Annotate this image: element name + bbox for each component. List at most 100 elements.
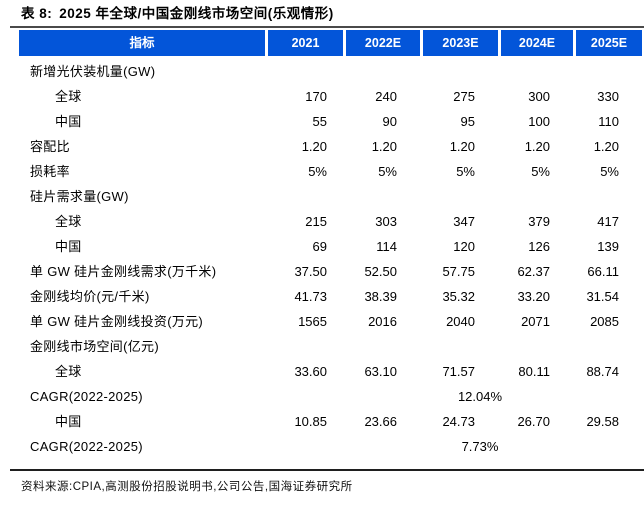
table-bottom-divider [10, 469, 644, 471]
cell-value: 23.66 [364, 414, 397, 429]
cell-value: 215 [305, 214, 327, 229]
data-table: 指标 2021 2022E 2023E 2024E 2025E 新增光伏装机量(GW) 全球… [19, 30, 642, 459]
cell-value: 55 [312, 114, 327, 129]
table-row: 中国 10.85 23.66 24.73 26.70 29.58 [19, 409, 642, 434]
column-header-2021: 2021 [265, 30, 343, 56]
cell-value: 62.37 [517, 264, 550, 279]
row-label: 金刚线市场空间(亿元) [30, 339, 159, 354]
cell-value: 379 [528, 214, 550, 229]
table-number: 表 8: [21, 6, 53, 21]
cell-value: 1565 [298, 314, 327, 329]
cell-value: 66.11 [587, 264, 619, 279]
column-header-2025e: 2025E [573, 30, 642, 56]
cell-value: 41.73 [294, 289, 327, 304]
row-label: 中国 [55, 239, 82, 254]
table-row: 容配比 1.20 1.20 1.20 1.20 1.20 [19, 134, 642, 159]
cell-empty [268, 434, 343, 459]
cell-empty [343, 59, 420, 84]
table-row: 中国 69 114 120 126 139 [19, 234, 642, 259]
row-label: 单 GW 硅片金刚线投资(万元) [30, 314, 204, 329]
cell-value: 1.20 [449, 139, 475, 154]
row-label: CAGR(2022-2025) [30, 389, 143, 404]
column-header-2022e: 2022E [343, 30, 420, 56]
table-row: 全球 215 303 347 379 417 [19, 209, 642, 234]
cell-value: 2071 [521, 314, 550, 329]
cagr-merged-value: 7.73% [461, 439, 499, 454]
cell-value: 63.10 [364, 364, 397, 379]
table-body: 新增光伏装机量(GW) 全球 170 240 275 300 330 中国 55 90 95 100 1… [19, 59, 642, 459]
cell-value: 69 [312, 239, 327, 254]
table-row: 损耗率 5% 5% 5% 5% 5% [19, 159, 642, 184]
table-row: 全球 170 240 275 300 330 [19, 84, 642, 109]
column-header-indicator: 指标 [19, 30, 265, 56]
cell-empty [343, 184, 420, 209]
row-label: 新增光伏装机量(GW) [30, 64, 156, 79]
cell-empty [573, 59, 642, 84]
table-row: 单 GW 硅片金刚线需求(万千米) 37.50 52.50 57.75 62.37 66.… [19, 259, 642, 284]
column-header-2023e: 2023E [420, 30, 498, 56]
row-label: 金刚线均价(元/千米) [30, 289, 150, 304]
cell-value: 38.39 [364, 289, 397, 304]
cell-value: 33.60 [294, 364, 327, 379]
cell-value: 275 [453, 89, 475, 104]
row-label: 容配比 [30, 139, 70, 154]
cell-value: 303 [375, 214, 397, 229]
cell-empty [268, 334, 343, 359]
cell-value: 417 [597, 214, 619, 229]
cell-value: 170 [305, 89, 327, 104]
cell-value: 100 [528, 114, 550, 129]
cell-value: 1.20 [371, 139, 397, 154]
cell-value: 26.70 [517, 414, 550, 429]
cell-value: 347 [453, 214, 475, 229]
cagr-merged-value: 12.04% [457, 389, 503, 404]
table-title: 表 8: 2025 年全球/中国金刚线市场空间(乐观情形) [21, 5, 644, 23]
cell-value: 24.73 [442, 414, 475, 429]
cell-value: 31.54 [586, 289, 619, 304]
cell-value: 139 [597, 239, 619, 254]
cell-value: 5% [531, 164, 550, 179]
cell-value: 71.57 [442, 364, 475, 379]
row-label: 全球 [55, 364, 82, 379]
cell-empty [268, 184, 343, 209]
column-header-2024e: 2024E [498, 30, 573, 56]
cell-value: 33.20 [517, 289, 550, 304]
report-table-page: 表 8: 2025 年全球/中国金刚线市场空间(乐观情形) 指标 2021 2022E… [0, 5, 644, 494]
row-label: 中国 [55, 414, 82, 429]
cell-value: 120 [453, 239, 475, 254]
table-row: 金刚线市场空间(亿元) [19, 334, 642, 359]
cell-empty [268, 384, 343, 409]
cell-value: 10.85 [294, 414, 327, 429]
cell-value: 95 [460, 114, 475, 129]
table-row: 金刚线均价(元/千米) 41.73 38.39 35.32 33.20 31.54 [19, 284, 642, 309]
cell-value: 5% [456, 164, 475, 179]
cell-value: 2016 [368, 314, 397, 329]
cell-value: 5% [308, 164, 327, 179]
cell-value: 37.50 [294, 264, 327, 279]
cell-empty [420, 59, 498, 84]
row-label: 损耗率 [30, 164, 70, 179]
cell-value: 35.32 [442, 289, 475, 304]
row-label: 全球 [55, 89, 82, 104]
cell-empty [498, 184, 573, 209]
table-row: 全球 33.60 63.10 71.57 80.11 88.74 [19, 359, 642, 384]
cell-value: 57.75 [442, 264, 475, 279]
source-note: 资料来源:CPIA,高测股份招股说明书,公司公告,国海证券研究所 [21, 481, 353, 493]
cell-value: 29.58 [586, 414, 619, 429]
cell-empty [420, 184, 498, 209]
cell-empty [420, 334, 498, 359]
row-label: 中国 [55, 114, 82, 129]
cell-value: 330 [597, 89, 619, 104]
cell-value: 114 [376, 239, 397, 254]
table-header-row: 指标 2021 2022E 2023E 2024E 2025E [19, 30, 642, 56]
cell-value: 80.11 [518, 364, 550, 379]
cell-empty [268, 59, 343, 84]
cell-empty [573, 334, 642, 359]
cell-value: 5% [378, 164, 397, 179]
table-row: 新增光伏装机量(GW) [19, 59, 642, 84]
cell-value: 5% [600, 164, 619, 179]
cell-empty [498, 59, 573, 84]
cell-value: 1.20 [301, 139, 327, 154]
row-label: 单 GW 硅片金刚线需求(万千米) [30, 264, 217, 279]
cell-empty [343, 334, 420, 359]
cell-value: 126 [528, 239, 550, 254]
